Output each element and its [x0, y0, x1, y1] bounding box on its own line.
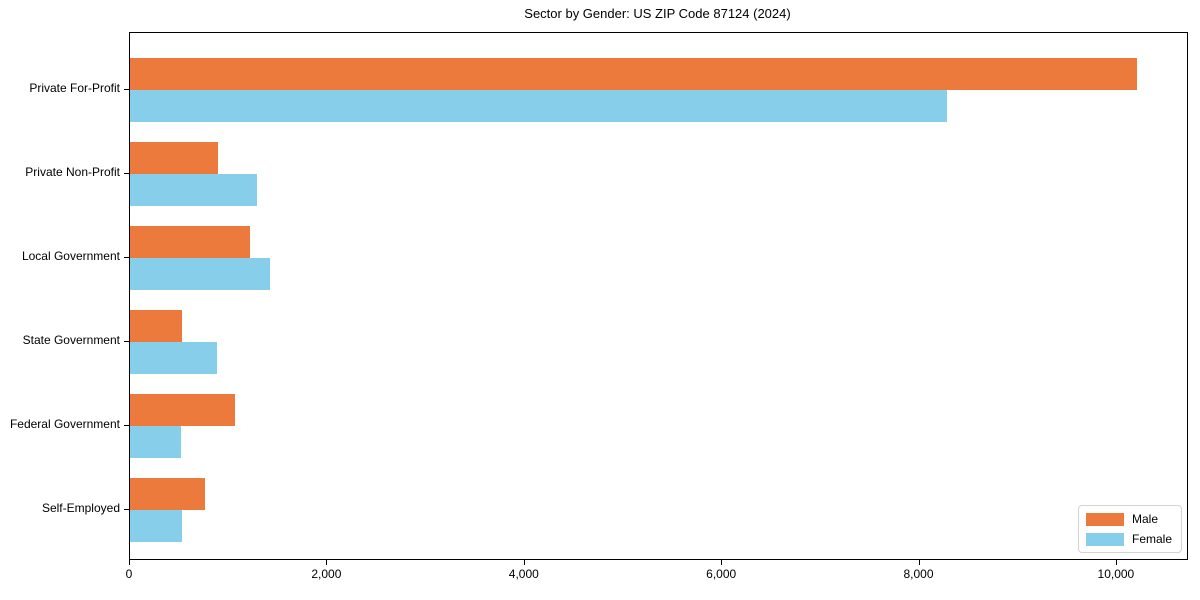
bar-female-federal-government: [130, 426, 182, 458]
bar-male-federal-government: [130, 394, 235, 426]
bar-male-state-government: [130, 310, 183, 342]
x-tick-mark: [1115, 560, 1117, 565]
bar-female-self-employed: [130, 510, 183, 542]
bar-male-self-employed: [130, 478, 205, 510]
legend-row-female: Female: [1085, 532, 1172, 546]
bar-female-private-non-profit: [130, 174, 258, 206]
x-tick-mark: [129, 560, 130, 565]
bar-female-local-government: [130, 258, 271, 290]
chart-title: Sector by Gender: US ZIP Code 87124 (202…: [524, 6, 791, 21]
y-tick-mark: [124, 257, 129, 258]
x-tick-label: 6,000: [706, 567, 737, 581]
x-tick-mark: [721, 560, 723, 565]
bar-male-private-for-profit: [130, 58, 1137, 90]
y-tick-label: Federal Government: [9, 417, 120, 431]
y-tick-mark: [124, 509, 129, 510]
y-tick-label: State Government: [22, 333, 120, 347]
y-tick-mark: [124, 425, 129, 426]
y-tick-mark: [124, 173, 129, 174]
bar-female-state-government: [130, 342, 217, 374]
legend-row-male: Male: [1085, 512, 1172, 526]
x-tick-label: 10,000: [1097, 567, 1135, 581]
y-tick-label: Self-Employed: [41, 501, 120, 515]
y-tick-mark: [124, 89, 129, 90]
x-tick-mark: [523, 560, 525, 565]
bar-female-private-for-profit: [130, 90, 948, 122]
legend: Male Female: [1077, 505, 1182, 553]
x-tick-label: 2,000: [311, 567, 342, 581]
bar-male-private-non-profit: [130, 142, 218, 174]
x-tick-mark: [918, 560, 920, 565]
y-tick-label: Private Non-Profit: [25, 165, 120, 179]
y-tick-label: Local Government: [21, 249, 120, 263]
x-tick-mark: [326, 560, 328, 565]
bar-male-local-government: [130, 226, 251, 258]
x-tick-label: 8,000: [903, 567, 934, 581]
legend-swatch-male-icon: [1085, 512, 1124, 526]
plot-area: Male Female: [129, 32, 1188, 560]
legend-swatch-female-icon: [1085, 532, 1124, 546]
y-tick-mark: [124, 341, 129, 342]
x-tick-label: 4,000: [508, 567, 539, 581]
legend-label-male: Male: [1131, 512, 1158, 526]
legend-label-female: Female: [1131, 532, 1172, 546]
x-tick-label: 0: [125, 567, 133, 581]
y-tick-label: Private For-Profit: [29, 81, 120, 95]
